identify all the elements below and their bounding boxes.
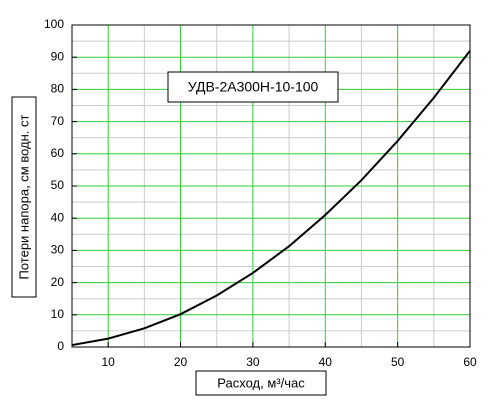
x-tick-label: 20	[174, 355, 188, 369]
y-tick-label: 0	[57, 339, 64, 353]
x-axis-label: Расход, м³/час	[217, 375, 305, 390]
y-tick-label: 70	[51, 114, 65, 128]
y-tick-label: 100	[44, 17, 64, 31]
x-label-box	[195, 370, 327, 396]
y-tick-label: 30	[51, 243, 65, 257]
x-tick-label: 10	[102, 355, 116, 369]
x-tick-label: 30	[246, 355, 260, 369]
y-tick-label: 40	[51, 210, 65, 224]
y-tick-label: 50	[51, 178, 65, 192]
title-box	[167, 71, 339, 103]
x-tick-label: 60	[463, 355, 477, 369]
plot-frame	[71, 24, 471, 348]
x-tick-label: 50	[391, 355, 405, 369]
y-tick-label: 20	[51, 275, 65, 289]
y-tick-label: 80	[51, 82, 65, 96]
y-tick-label: 60	[51, 146, 65, 160]
y-axis-label: Потери напора, см водн. ст	[16, 114, 31, 279]
y-label-box	[11, 96, 37, 298]
y-tick-label: 10	[51, 307, 65, 321]
y-tick-label: 90	[51, 49, 65, 63]
chart-title: УДВ-2А300Н-10-100	[188, 79, 319, 95]
data-line	[71, 50, 471, 347]
x-tick-label: 40	[319, 355, 333, 369]
